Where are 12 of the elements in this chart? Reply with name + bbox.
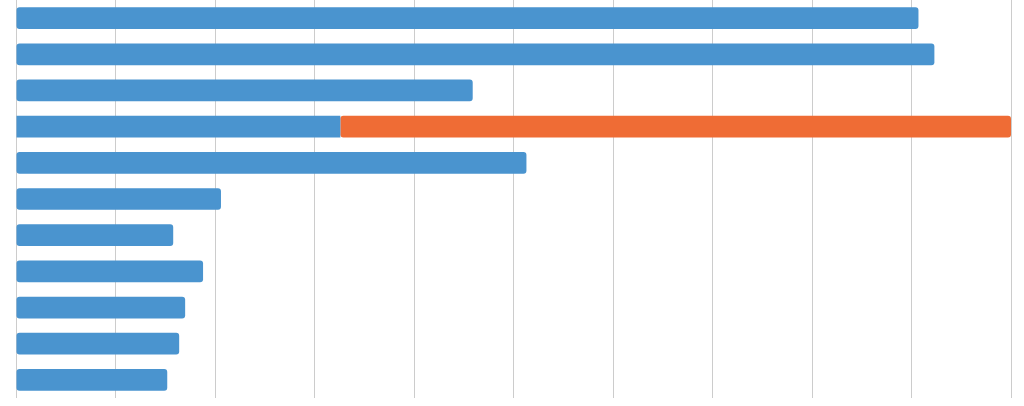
bar xyxy=(340,115,1011,138)
bar xyxy=(16,260,204,283)
bar xyxy=(16,369,168,391)
bar xyxy=(16,332,180,355)
bar xyxy=(16,151,527,174)
bar xyxy=(16,188,221,210)
bar xyxy=(16,43,935,66)
bar xyxy=(16,79,473,102)
bar xyxy=(16,115,341,138)
bar xyxy=(16,296,186,319)
bar xyxy=(16,7,919,29)
bar xyxy=(16,224,174,247)
